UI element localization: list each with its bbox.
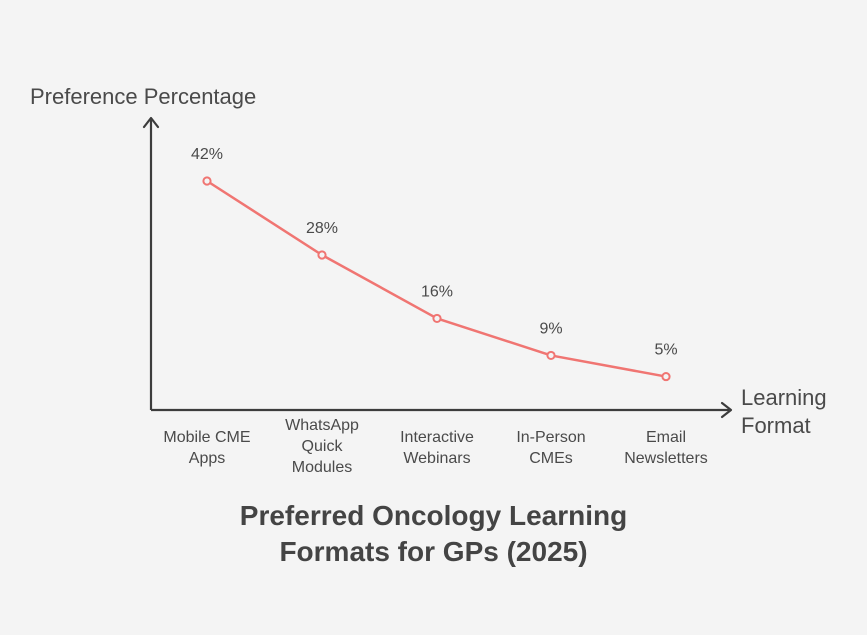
- data-point: [202, 176, 212, 186]
- data-label: 16%: [421, 283, 453, 300]
- data-label: 9%: [539, 320, 562, 337]
- y-axis-label: Preference Percentage: [30, 84, 256, 109]
- x-tick-label-line: Email: [646, 429, 686, 446]
- x-tick-label: Email Newsletters: [624, 429, 708, 467]
- x-tick-label-line: Quick: [302, 438, 344, 455]
- x-tick-label-line: Newsletters: [624, 450, 708, 467]
- x-tick-label: Mobile CME Apps: [163, 429, 250, 467]
- data-label: 28%: [306, 220, 338, 237]
- chart-title-line-2: Formats for GPs (2025): [279, 536, 588, 567]
- y-axis-arrow: [142, 116, 160, 129]
- data-point: [661, 371, 671, 382]
- x-tick-label-line: Webinars: [403, 450, 470, 467]
- x-axis-arrow: [720, 401, 733, 419]
- x-tick-label-line: Apps: [189, 450, 225, 467]
- x-tick-label-line: Interactive: [400, 429, 474, 446]
- series-line: [206, 179, 667, 378]
- x-tick-label-line: WhatsApp: [285, 417, 359, 434]
- x-tick-label-line: In-Person: [516, 429, 585, 446]
- chart-title: Preferred Oncology Learning Formats for …: [0, 498, 867, 570]
- data-point: [317, 250, 327, 260]
- data-point: [546, 350, 556, 361]
- x-tick-label: In-Person CMEs: [516, 429, 585, 467]
- data-point: [432, 313, 442, 324]
- x-tick-label-line: CMEs: [529, 450, 573, 467]
- x-tick-label: Interactive Webinars: [400, 429, 474, 467]
- data-label: 5%: [654, 342, 677, 359]
- x-tick-label-line: Modules: [292, 459, 352, 476]
- data-label: 42%: [191, 146, 223, 163]
- x-axis-label-line-1: Learning: [741, 385, 827, 410]
- x-axis-label-line-2: Format: [741, 413, 811, 438]
- x-tick-label: WhatsApp Quick Modules: [285, 417, 359, 476]
- x-tick-label-line: Mobile CME: [163, 429, 250, 446]
- chart-title-line-1: Preferred Oncology Learning: [239, 500, 628, 531]
